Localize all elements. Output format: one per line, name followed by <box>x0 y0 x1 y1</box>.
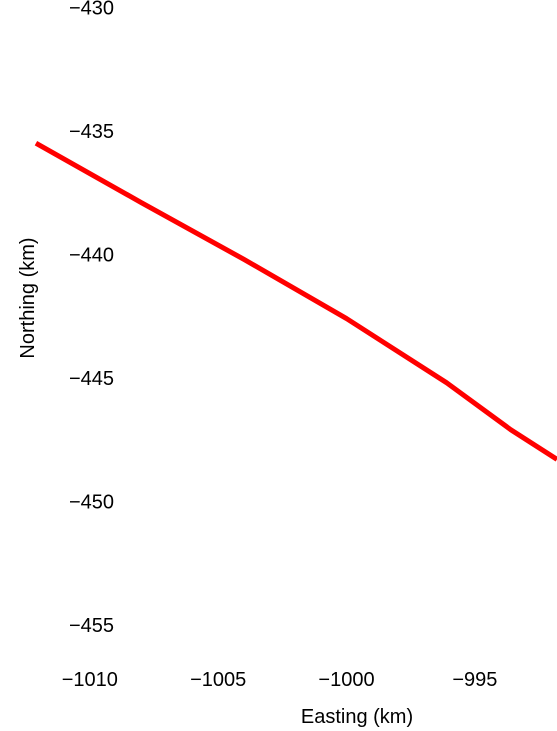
y-tick-label: −455 <box>69 615 114 637</box>
y-axis-label: Northing (km) <box>17 237 39 358</box>
series-line <box>34 141 557 462</box>
x-axis-label: Easting (km) <box>301 706 413 728</box>
x-tick-labels: −1010 −1005 −1000 −995 <box>62 669 498 691</box>
y-tick-label: −430 <box>69 0 114 19</box>
y-tick-label: −450 <box>69 491 114 513</box>
series-layer <box>34 141 557 462</box>
y-tick-label: −445 <box>69 368 114 390</box>
y-tick-label: −435 <box>69 121 114 143</box>
x-tick-label: −1000 <box>318 669 374 691</box>
y-tick-labels: −430 −435 −440 −445 −450 −455 <box>69 0 114 637</box>
x-tick-label: −995 <box>452 669 497 691</box>
y-tick-label: −440 <box>69 244 114 266</box>
x-tick-label: −1005 <box>190 669 246 691</box>
x-tick-label: −1010 <box>62 669 118 691</box>
